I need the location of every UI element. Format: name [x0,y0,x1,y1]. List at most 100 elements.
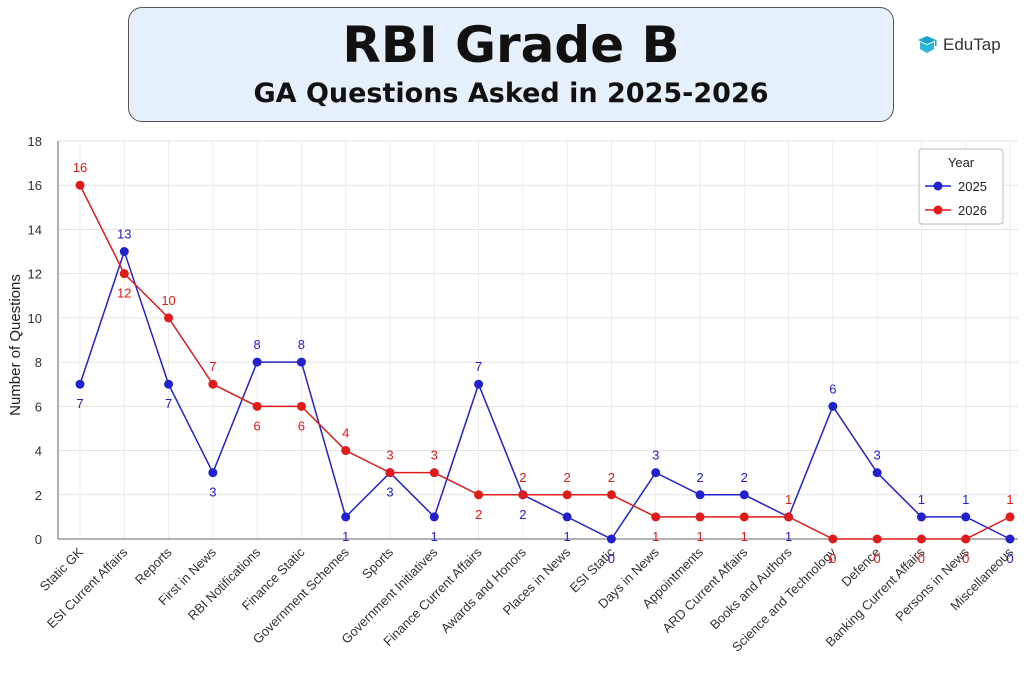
data-label-2025: 1 [918,492,925,507]
data-point-2025 [651,468,661,478]
data-point-2025 [695,490,705,500]
data-point-2025 [341,512,351,522]
data-point-2026 [119,269,129,279]
data-label-2025: 3 [209,485,216,500]
series-line-2026 [79,184,1011,540]
data-point-2026 [872,534,882,544]
legend: Year 2025 2026 [918,148,1004,225]
data-label-2025: 1 [342,529,349,544]
data-label-2026: 1 [696,529,703,544]
data-point-2025 [562,512,572,522]
data-label-2026: 2 [475,507,482,522]
data-label-2025: 7 [76,396,83,411]
data-point-2026 [828,534,838,544]
data-point-2025 [606,534,616,544]
data-label-2026: 1 [785,492,792,507]
data-point-2025 [739,490,749,500]
data-label-2025: 1 [785,529,792,544]
data-point-2025 [872,468,882,478]
data-label-2026: 6 [254,418,261,433]
legend-item-2026: 2026 [925,203,987,218]
data-point-2026 [562,490,572,500]
data-label-2026: 2 [519,470,526,485]
y-tick-label: 10 [28,311,42,326]
data-point-2025 [961,512,971,522]
data-point-2025 [429,512,439,522]
data-point-2025 [828,401,838,411]
data-label-2025: 2 [519,507,526,522]
data-label-2026: 1 [741,529,748,544]
data-label-2025: 3 [652,448,659,463]
title-box: RBI Grade B GA Questions Asked in 2025-2… [128,7,894,122]
data-point-2026 [252,401,262,411]
data-label-2026: 3 [431,448,438,463]
x-tick-label: Awards and Honors [438,544,530,636]
y-tick-label: 6 [35,399,42,414]
data-point-2025 [296,357,306,367]
y-tick-label: 8 [35,355,42,370]
y-tick-label: 16 [28,178,42,193]
legend-label-2025: 2025 [958,179,987,194]
data-label-2025: 6 [829,381,836,396]
data-label-2025: 3 [874,448,881,463]
y-axis-title: Number of Questions [7,274,24,416]
data-label-2026: 7 [209,359,216,374]
brand-name: EduTap [943,35,1001,54]
data-label-2026: 4 [342,426,349,441]
legend-item-2025: 2025 [925,179,987,194]
data-point-2026 [474,490,484,500]
data-label-2026: 0 [918,551,925,566]
data-label-2026: 0 [874,551,881,566]
data-label-2026: 3 [386,448,393,463]
data-point-2026 [961,534,971,544]
data-label-2026: 6 [298,418,305,433]
data-label-2025: 8 [298,337,305,352]
brand-logo: EduTap [916,30,1001,60]
data-label-2026: 1 [652,529,659,544]
series-lines [79,184,1011,540]
data-point-2026 [606,490,616,500]
data-label-2026: 0 [829,551,836,566]
data-point-2026 [1005,512,1015,522]
chart-subtitle: GA Questions Asked in 2025-2026 [253,78,769,109]
grid [58,140,1018,540]
data-point-2026 [341,446,351,456]
x-tick-label: ESI Current Affairs [44,544,131,631]
data-point-2026 [518,490,528,500]
y-tick-label: 2 [35,488,42,503]
x-tick-label: Reports [132,544,175,587]
data-label-2025: 1 [962,492,969,507]
data-point-2026 [385,468,395,478]
data-point-2026 [651,512,661,522]
data-label-2025: 0 [608,551,615,566]
x-tick-label: Sports [359,544,397,582]
data-label-2025: 0 [1006,551,1013,566]
data-point-2026 [429,468,439,478]
legend-box [918,148,1004,225]
data-points [75,180,1015,544]
data-point-2025 [916,512,926,522]
data-label-2025: 7 [165,396,172,411]
data-label-2025: 13 [117,227,131,242]
data-label-2025: 3 [386,485,393,500]
data-point-2026 [208,379,218,389]
data-label-2026: 2 [608,470,615,485]
y-tick-label: 18 [28,134,42,149]
data-label-2025: 2 [741,470,748,485]
data-point-2026 [916,534,926,544]
data-label-2025: 1 [564,529,571,544]
legend-title: Year [948,155,975,170]
y-tick-label: 14 [28,222,42,237]
y-tick-label: 0 [35,532,42,547]
legend-label-2026: 2026 [958,203,987,218]
data-point-2025 [208,468,218,478]
data-label-2025: 8 [254,337,261,352]
data-point-2025 [75,379,85,389]
data-label-2026: 10 [161,293,175,308]
data-point-2026 [695,512,705,522]
y-tick-label: 12 [28,267,42,282]
data-label-2026: 1 [1006,492,1013,507]
x-tick-label: Books and Authors [707,544,795,632]
